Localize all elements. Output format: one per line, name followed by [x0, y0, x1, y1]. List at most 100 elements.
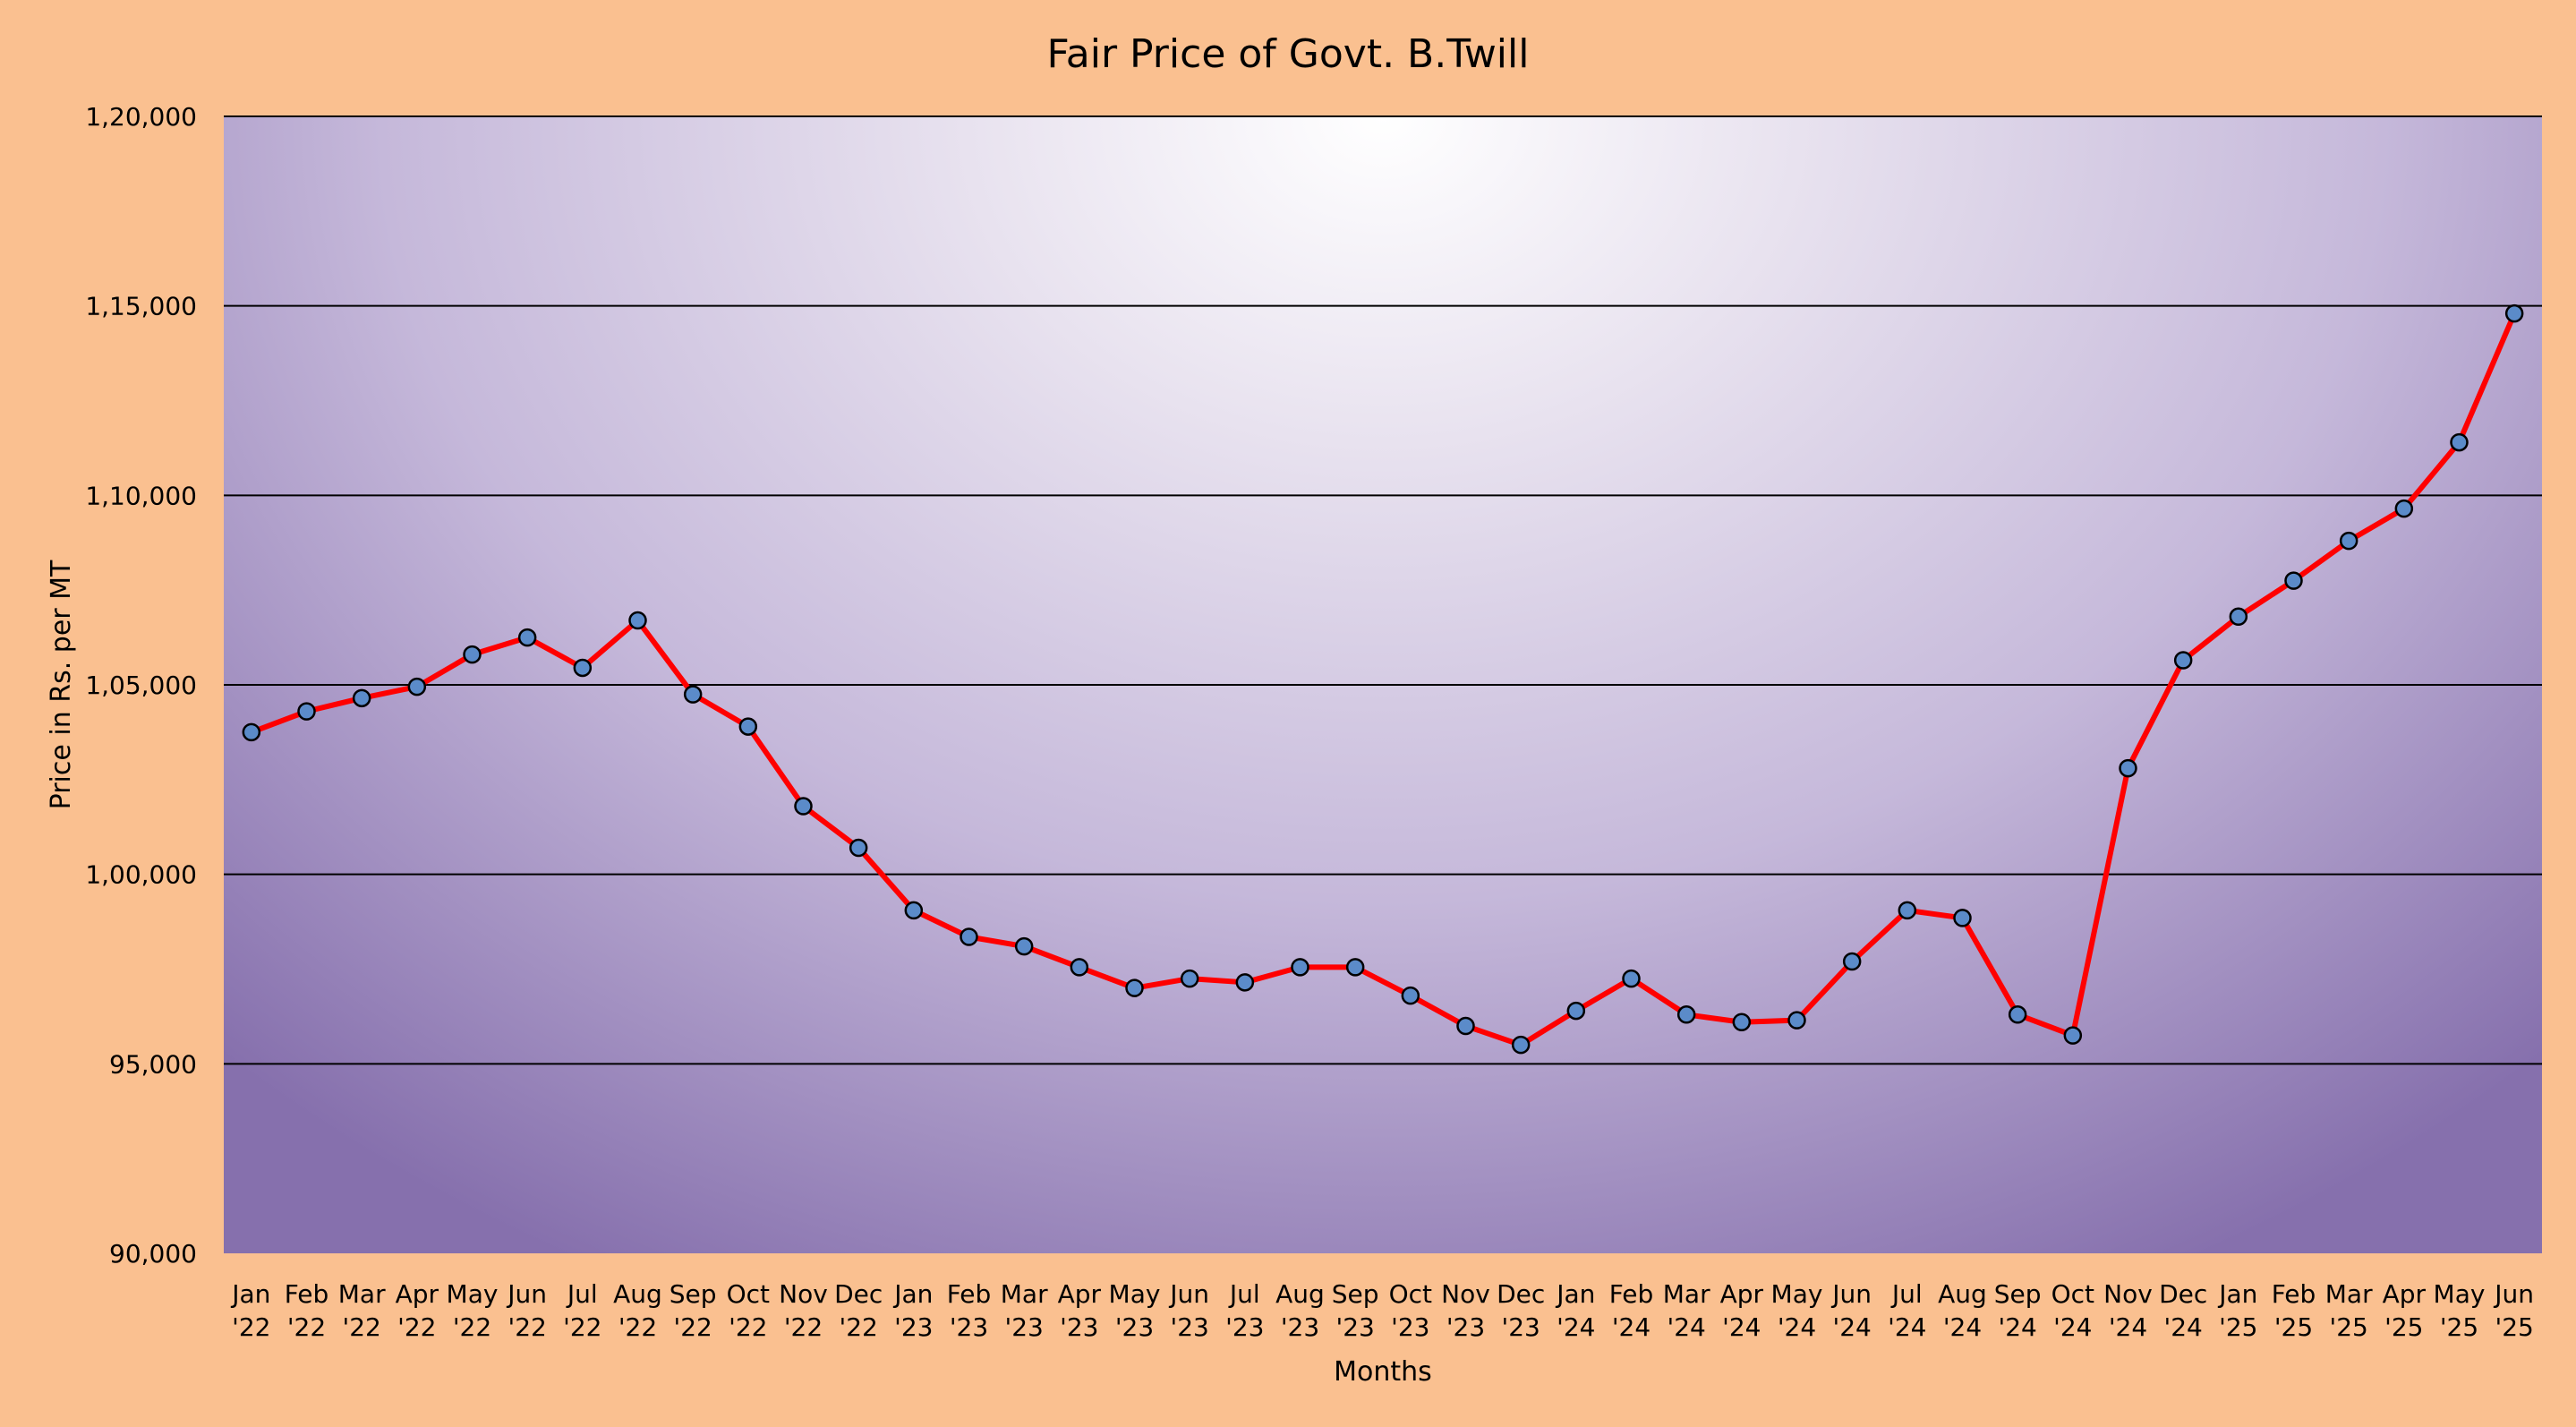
data-point — [463, 645, 482, 664]
x-tick-label: Jul '23 — [1225, 1279, 1264, 1342]
y-axis-ticks: 90,000 95,000 1,00,000 1,05,000 1,10,000 1,15… — [85, 102, 197, 1269]
x-tick-label: Feb '22 — [285, 1279, 329, 1342]
data-point — [407, 677, 427, 696]
data-point — [1180, 969, 1199, 988]
data-point — [573, 658, 593, 678]
data-markers — [242, 303, 2524, 1055]
data-point — [1953, 909, 1972, 927]
data-point — [517, 628, 537, 647]
x-tick-label: Nov '22 — [779, 1279, 828, 1342]
data-point — [1070, 958, 1089, 977]
data-point — [1125, 978, 1144, 997]
data-point — [1566, 1001, 1586, 1021]
data-point — [2173, 651, 2193, 670]
data-point — [683, 685, 703, 704]
data-point — [2063, 1026, 2083, 1045]
data-point — [628, 611, 647, 630]
x-tick-label: May '22 — [447, 1279, 499, 1342]
data-point — [1676, 1005, 1696, 1024]
x-tick-label: Oct '24 — [2051, 1279, 2094, 1342]
data-point — [904, 901, 924, 920]
data-point — [2008, 1005, 2027, 1024]
x-tick-label: Mar '25 — [2325, 1279, 2373, 1342]
x-tick-label: Apr '23 — [1058, 1279, 1102, 1342]
data-point — [1345, 958, 1365, 977]
x-tick-label: Sep '24 — [1994, 1279, 2042, 1342]
x-tick-label: May '24 — [1771, 1279, 1823, 1342]
data-point — [242, 722, 261, 742]
data-point — [2394, 499, 2414, 518]
x-tick-label: Jan '23 — [892, 1279, 933, 1342]
y-tick-label: 1,20,000 — [85, 102, 197, 132]
x-tick-label: Feb '23 — [947, 1279, 992, 1342]
x-tick-label: Aug '24 — [1938, 1279, 1987, 1342]
x-tick-label: Jul '24 — [1888, 1279, 1926, 1342]
y-axis-label: Price in Rs. per MT — [46, 560, 77, 809]
x-tick-label: Mar '23 — [1001, 1279, 1048, 1342]
y-tick-label: 1,10,000 — [85, 481, 197, 510]
x-tick-label: Nov '23 — [1441, 1279, 1490, 1342]
chart-title: Fair Price of Govt. B.Twill — [1047, 31, 1530, 77]
x-tick-label: Feb '24 — [1609, 1279, 1654, 1342]
gridlines — [224, 115, 2542, 1065]
x-tick-label: Apr '25 — [2383, 1279, 2427, 1342]
x-tick-label: Aug '23 — [1275, 1279, 1325, 1342]
x-tick-label: Apr '24 — [1720, 1279, 1764, 1342]
x-tick-label: May '23 — [1109, 1279, 1161, 1342]
x-tick-label: Mar '22 — [338, 1279, 386, 1342]
y-tick-label: 1,00,000 — [85, 860, 197, 890]
y-tick-label: 1,15,000 — [85, 292, 197, 321]
data-point — [1622, 969, 1641, 988]
data-point — [1898, 901, 1917, 920]
data-point — [960, 927, 978, 946]
x-tick-label: Sep '23 — [1332, 1279, 1379, 1342]
series-line — [248, 311, 2518, 1048]
data-point — [2119, 758, 2137, 778]
x-tick-label: Sep '22 — [670, 1279, 717, 1342]
data-point — [1291, 958, 1309, 977]
y-tick-label: 95,000 — [109, 1049, 197, 1079]
data-point — [1456, 1016, 1475, 1036]
y-tick-label: 1,05,000 — [85, 671, 197, 700]
x-tick-label: Feb '25 — [2272, 1279, 2316, 1342]
data-point — [1401, 986, 1420, 1005]
x-tick-label: Dec '23 — [1497, 1279, 1545, 1342]
data-point — [2504, 303, 2524, 323]
x-tick-label: May '25 — [2434, 1279, 2486, 1342]
data-point — [1235, 973, 1255, 992]
x-tick-label: Jan '24 — [1555, 1279, 1595, 1342]
data-point — [1842, 952, 1862, 971]
x-tick-label: Dec '24 — [2159, 1279, 2207, 1342]
data-point — [297, 702, 316, 721]
x-tick-label: Jul '22 — [563, 1279, 601, 1342]
x-tick-label: Nov '24 — [2103, 1279, 2153, 1342]
data-point — [849, 838, 868, 858]
x-tick-label: Jun '25 — [2493, 1279, 2534, 1342]
x-tick-label: Mar '24 — [1663, 1279, 1710, 1342]
x-tick-label: Jan '22 — [230, 1279, 270, 1342]
x-tick-label: Jun '23 — [1168, 1279, 1209, 1342]
data-point — [738, 717, 758, 736]
data-point — [1787, 1011, 1806, 1030]
x-tick-label: Apr '22 — [396, 1279, 439, 1342]
data-point — [794, 797, 813, 816]
data-point — [1732, 1013, 1752, 1032]
x-tick-label: Jan '25 — [2217, 1279, 2257, 1342]
data-point — [2284, 571, 2303, 590]
x-tick-label: Oct '22 — [727, 1279, 770, 1342]
x-tick-label: Oct '23 — [1389, 1279, 1432, 1342]
data-point — [2229, 607, 2248, 627]
x-tick-label: Jun '24 — [1830, 1279, 1872, 1342]
x-tick-label: Dec '22 — [834, 1279, 883, 1342]
data-point — [1511, 1035, 1531, 1055]
data-point — [2339, 531, 2358, 551]
data-point — [352, 688, 371, 708]
x-axis-label: Months — [1334, 1356, 1432, 1388]
data-point — [2450, 432, 2469, 452]
x-tick-label: Aug '22 — [613, 1279, 662, 1342]
x-tick-label: Jun '22 — [506, 1279, 547, 1342]
y-tick-label: 90,000 — [109, 1239, 197, 1269]
data-point — [1014, 936, 1034, 956]
